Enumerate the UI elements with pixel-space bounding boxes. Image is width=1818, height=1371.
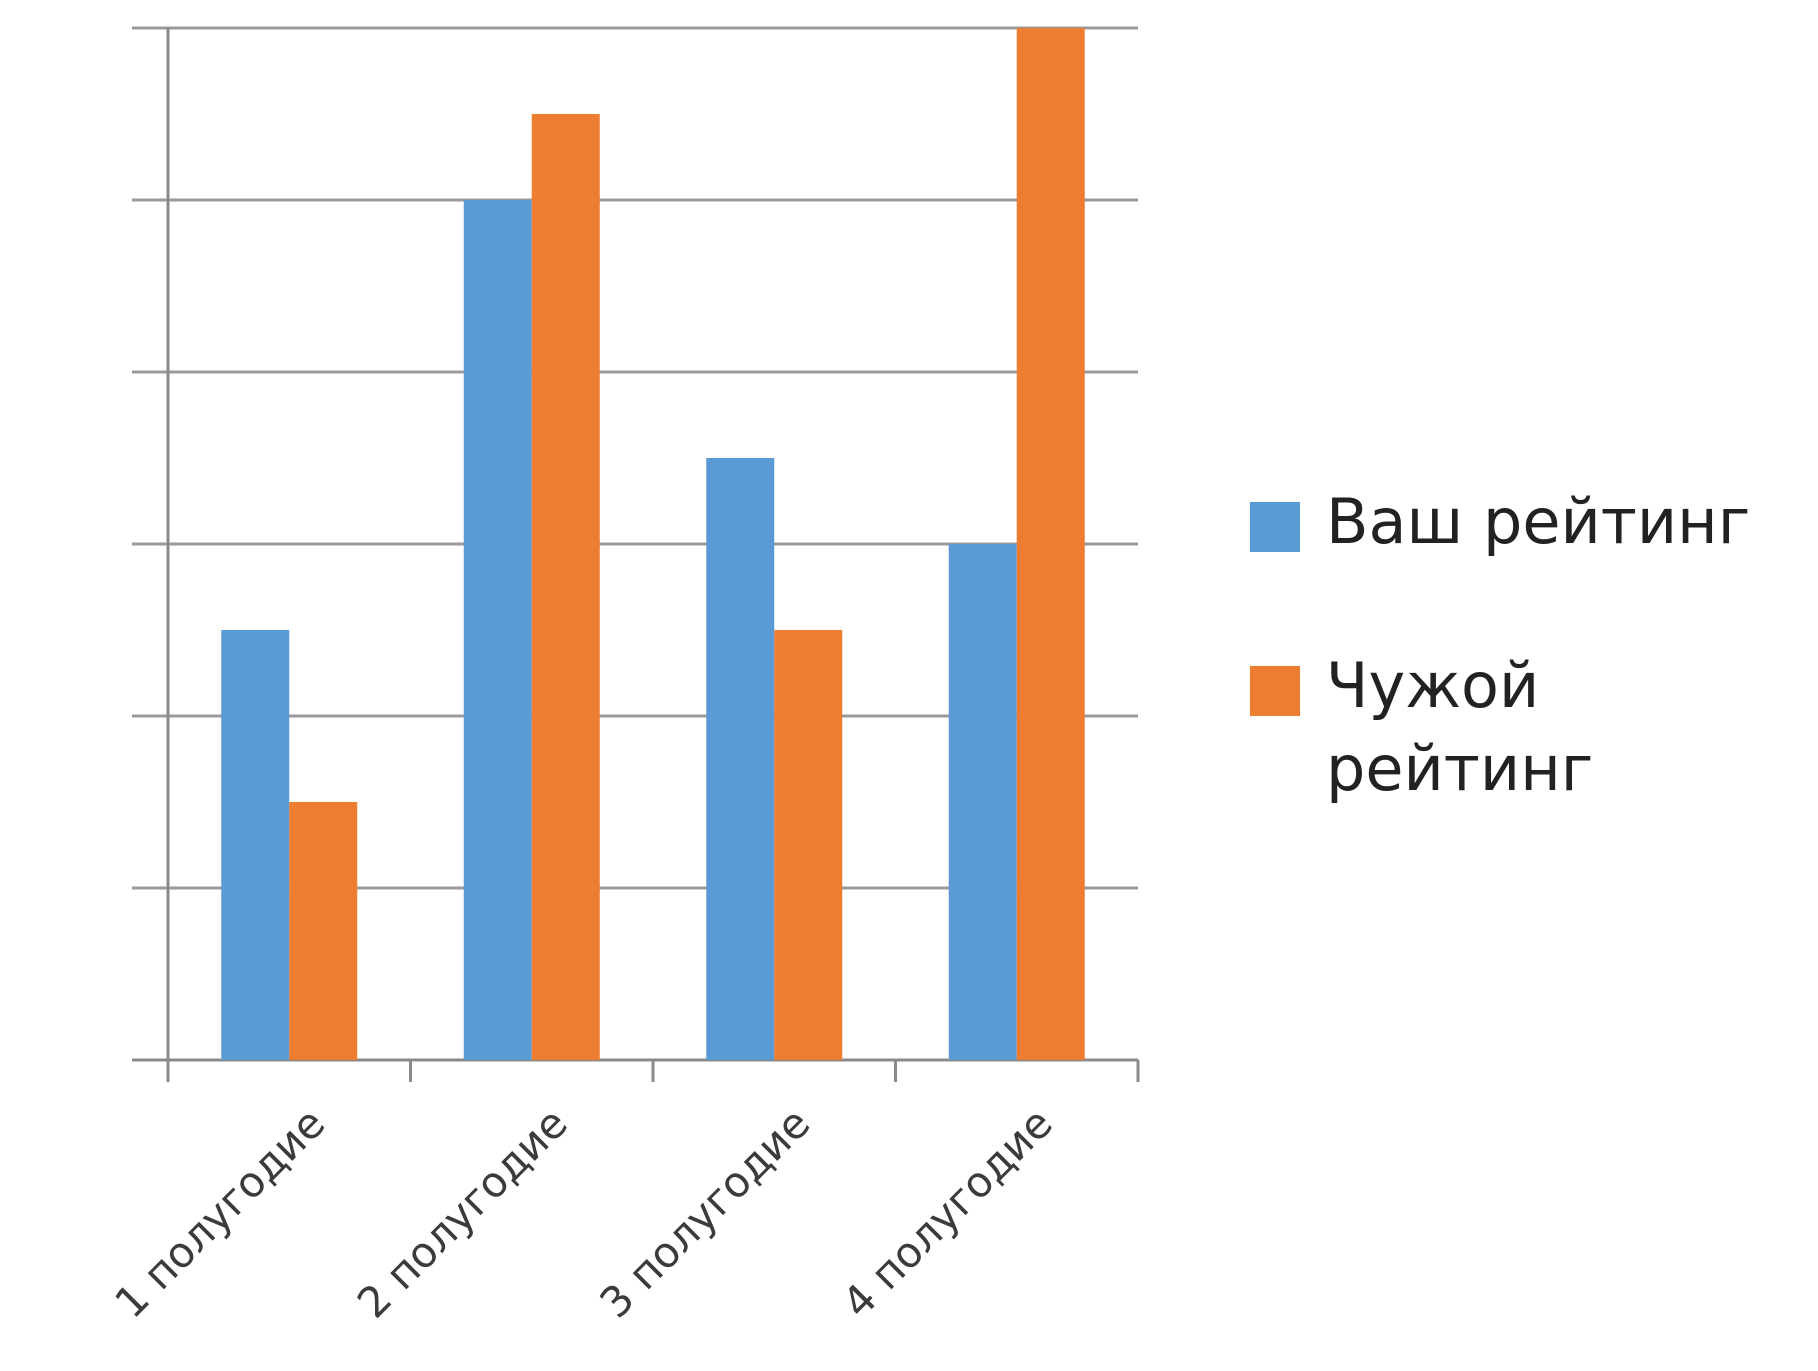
x-tick-labels: 1 полугодие 2 полугодие 3 полугодие 4 полуг…	[105, 1098, 1062, 1327]
bar-series-2-3	[774, 630, 843, 1060]
legend-swatch-series-2	[1250, 665, 1300, 716]
legend-swatch-series-1	[1250, 502, 1300, 552]
axes	[166, 28, 1140, 1082]
legend-item-series-1: Ваш рейтинг	[1250, 480, 1810, 564]
legend-label-series-1: Ваш рейтинг	[1326, 485, 1751, 558]
x-tick-label-2: 2 полугодие	[348, 1098, 577, 1327]
bar-series-1-1	[221, 630, 290, 1060]
bar-series-2-4	[1016, 28, 1085, 1060]
x-tick-label-1: 1 полугодие	[105, 1098, 334, 1327]
bar-series-2-2	[531, 114, 600, 1060]
bar-series-1-2	[463, 200, 532, 1060]
x-tick-label-4: 4 полугодие	[833, 1098, 1062, 1327]
bar-series-1-4	[948, 544, 1017, 1060]
legend: Ваш рейтинг Чужой рейтинг	[1250, 480, 1810, 891]
bars	[221, 28, 1085, 1060]
bar-series-2-1	[289, 802, 358, 1060]
legend-label-series-2: Чужой рейтинг	[1326, 648, 1594, 806]
legend-item-series-2: Чужой рейтинг	[1250, 644, 1810, 811]
bar-series-1-3	[706, 458, 775, 1060]
x-tick-label-3: 3 полугодие	[590, 1098, 819, 1327]
